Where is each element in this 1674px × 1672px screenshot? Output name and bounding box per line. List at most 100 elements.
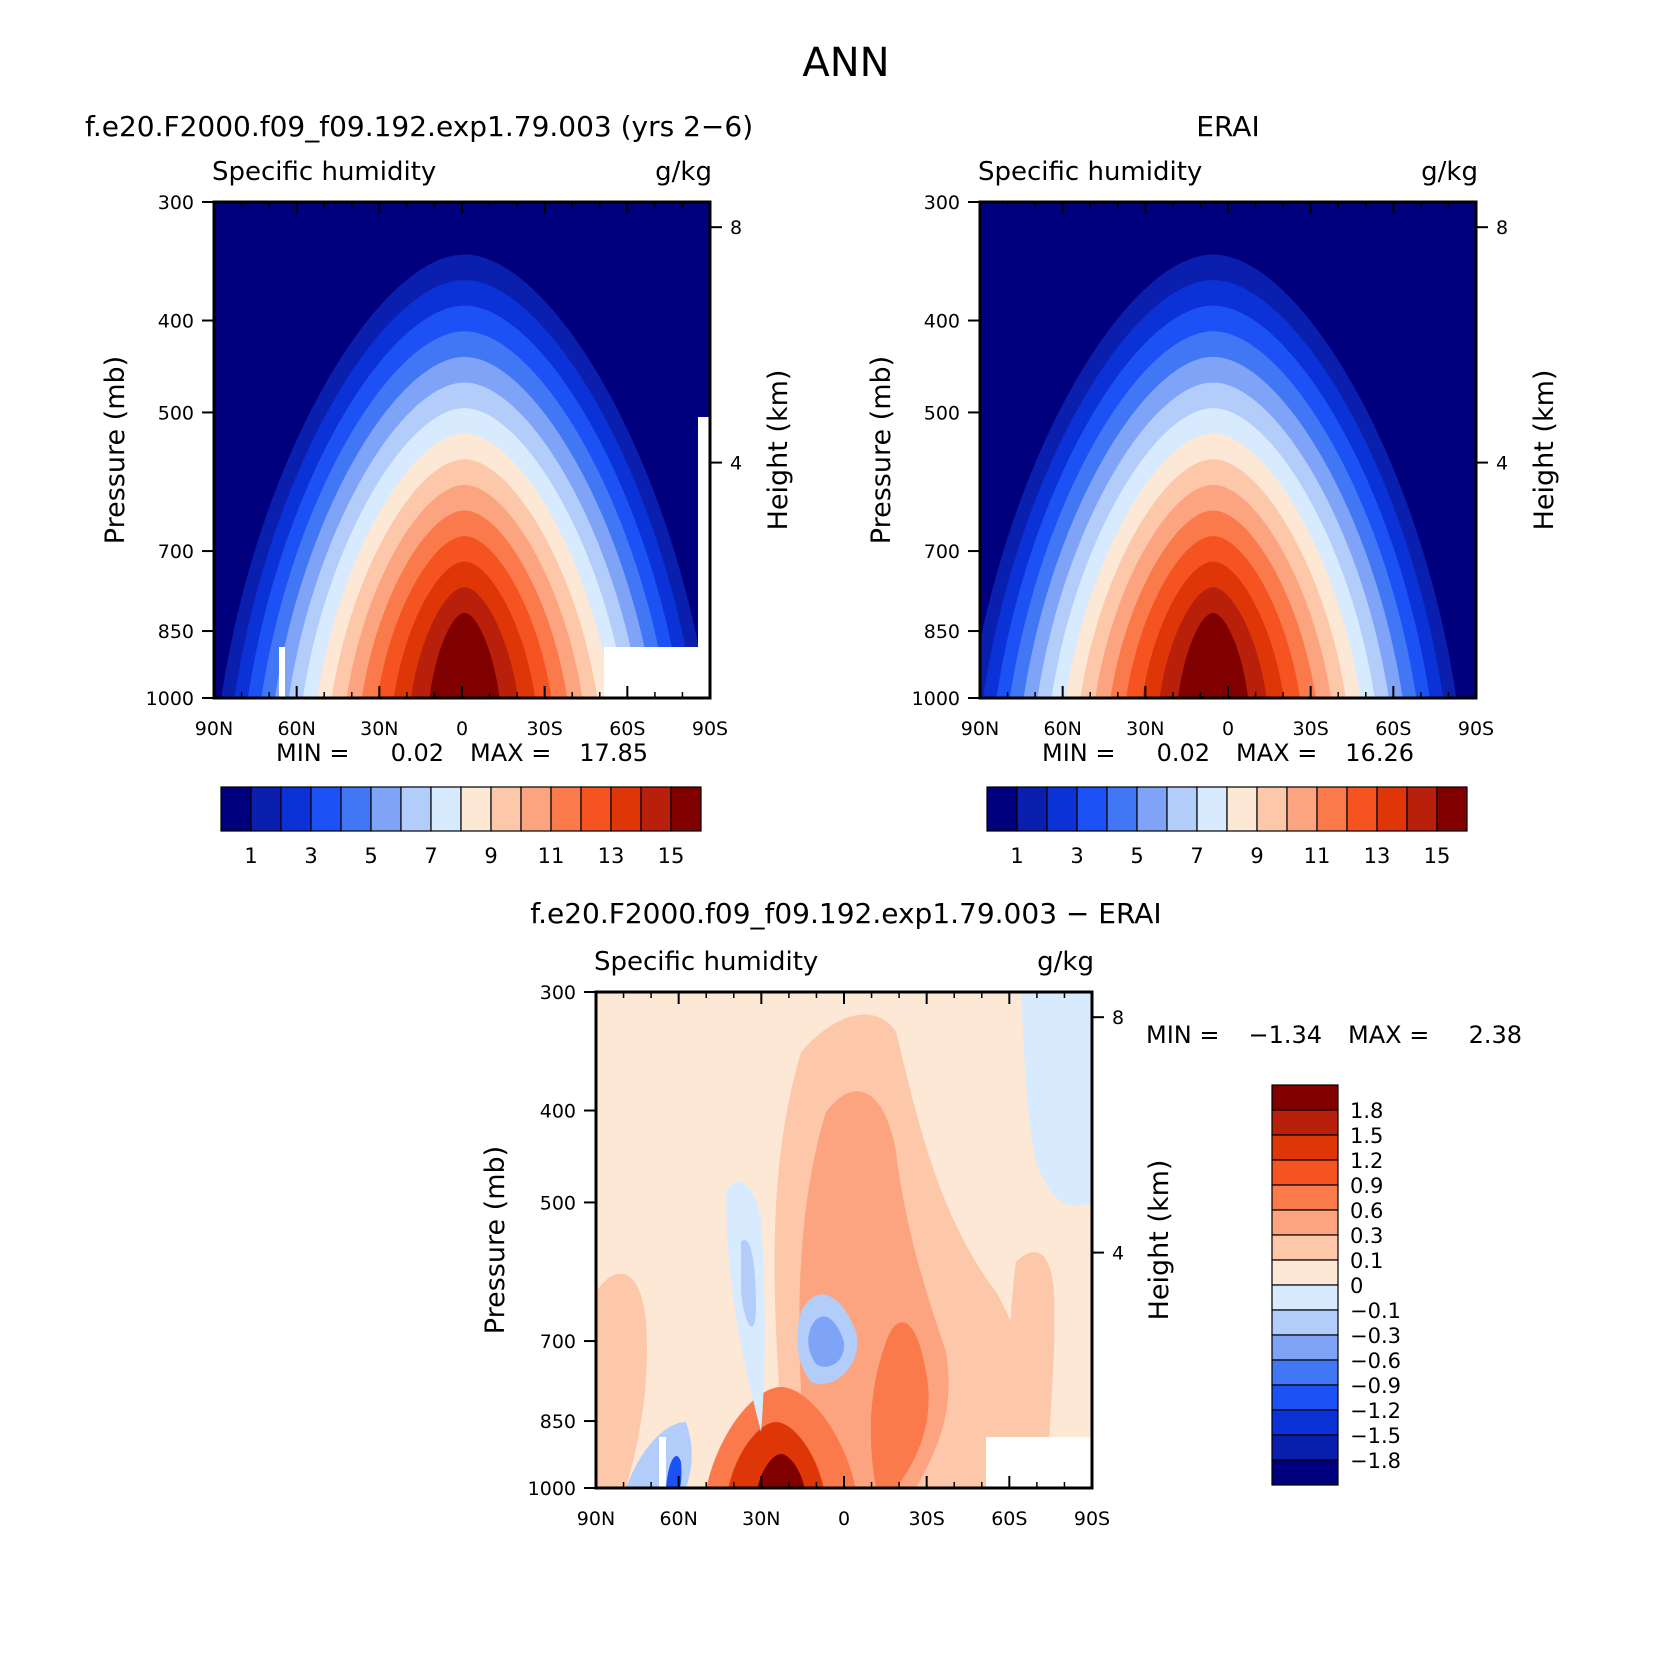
panel-difference: f.e20.F2000.f09_f09.192.exp1.79.003 − ER… [480,897,1522,1530]
panel-diff-title: f.e20.F2000.f09_f09.192.exp1.79.003 − ER… [530,897,1161,930]
missing-data-patch [604,647,710,698]
panel-model-variable: Specific humidity [212,157,436,187]
colorbar-swatch [1286,786,1318,832]
colorbar-label: −1.8 [1350,1449,1401,1473]
panel-diff-min-value: −1.34 [1248,1021,1322,1049]
colorbar-label: 7 [1190,844,1203,868]
missing-data-patch [698,417,710,652]
colorbar-swatch [610,786,642,832]
neg-region-sh [1021,992,1092,1206]
colorbar-label: 7 [424,844,437,868]
colorbar-label: 5 [364,844,377,868]
panel-erai-max-label: MAX = [1236,739,1317,767]
figure-title: ANN [802,40,889,86]
h-tick-label: 8 [730,217,742,239]
colorbar-swatch [670,786,702,832]
colorbar-swatch [340,786,372,832]
p-tick-label: 500 [540,1192,576,1214]
panel-erai-min-value: 0.02 [1157,739,1210,767]
colorbar-label: 15 [658,844,685,868]
colorbar-label: 3 [1070,844,1083,868]
surface-max-2 [728,1422,824,1488]
colorbar-swatch [1136,786,1168,832]
colorbar-swatch [1271,1109,1339,1136]
colorbar-label: 0 [1350,1274,1363,1298]
colorbar-label: 1 [1010,844,1023,868]
colorbar-swatch [1046,786,1078,832]
x-tick-label: 30S [527,718,563,740]
p-tick-label: 1000 [146,688,194,710]
panel-erai-axes: 90N 60N 30N 0 30S 60S 90S 300 400 500 700 850 1000 8 4 [912,192,1508,740]
colorbar-swatch [430,786,462,832]
x-tick-label: 30N [360,718,398,740]
panel-diff-ylabel: Pressure (mb) [480,1146,511,1334]
x-tick-label: 90S [1074,1508,1110,1530]
colorbar-swatch [1271,1334,1339,1361]
x-tick-label: 60S [991,1508,1027,1530]
x-tick-label: 90N [195,718,233,740]
panel-diff-max-label: MAX = [1348,1021,1429,1049]
x-tick-label: 60S [609,718,645,740]
panel-erai-min-label: MIN = [1042,739,1115,767]
p-tick-label: 400 [924,311,960,333]
colorbar-swatch [550,786,582,832]
neg-surface-60n-core [666,1456,682,1488]
p-tick-label: 1000 [528,1478,576,1500]
x-tick-label: 90S [692,718,728,740]
colorbar-swatch [520,786,552,832]
colorbar-swatch [1406,786,1438,832]
colorbar-swatch [1016,786,1048,832]
colorbar-swatch [1271,1159,1339,1186]
h-tick-label: 8 [1112,1007,1124,1029]
contour-level-15 [429,612,500,698]
colorbar-label: −1.5 [1350,1424,1401,1448]
p-tick-label: 400 [540,1101,576,1123]
panel-diff-max-value: 2.38 [1469,1021,1522,1049]
colorbar-swatch [1271,1134,1339,1161]
colorbar-swatch [986,786,1018,832]
panel-model-title: f.e20.F2000.f09_f09.192.exp1.79.003 (yrs… [85,110,753,143]
colorbar-swatch [1271,1284,1339,1311]
colorbar-label: 1.2 [1350,1149,1383,1173]
colorbar-swatch [1271,1209,1339,1236]
colorbar-label: 3 [304,844,317,868]
colorbar-swatch [1196,786,1228,832]
panel-model-min-label: MIN = [276,739,349,767]
colorbar-label: 0.1 [1350,1249,1383,1273]
panel-diff-units: g/kg [1037,947,1094,977]
missing-data-patch [986,1437,1092,1488]
colorbar-label: −0.9 [1350,1374,1401,1398]
colorbar-label: −0.1 [1350,1299,1401,1323]
colorbar-swatch [400,786,432,832]
colorbar-swatch [220,786,252,832]
colorbar-label: −0.3 [1350,1324,1401,1348]
missing-data-patch [279,647,285,698]
x-tick-label: 90N [961,718,999,740]
pos-region-3 [870,1322,929,1488]
panel-erai-colorbar: 1 3 5 7 9 11 13 15 [986,786,1468,868]
p-tick-label: 700 [924,541,960,563]
colorbar-label: 11 [538,844,565,868]
p-tick-label: 850 [158,621,194,643]
panel-erai-ylabel-right: Height (km) [1529,370,1560,531]
colorbar-swatch [1271,1084,1339,1111]
p-tick-label: 500 [924,402,960,424]
panel-erai-ylabel: Pressure (mb) [866,356,897,544]
x-tick-label: 60N [277,718,315,740]
colorbar-label: 0.3 [1350,1224,1383,1248]
contour-level-15 [1178,612,1249,698]
p-tick-label: 300 [540,982,576,1004]
colorbar-swatch [460,786,492,832]
x-tick-label: 60N [659,1508,697,1530]
colorbar-swatch [310,786,342,832]
colorbar-swatch [1271,1259,1339,1286]
colorbar-swatch [1271,1459,1339,1486]
x-tick-label: 30S [1293,718,1329,740]
colorbar-label: 5 [1130,844,1143,868]
colorbar-swatch [280,786,312,832]
panel-model-min-value: 0.02 [391,739,444,767]
colorbar-label: 0.9 [1350,1174,1383,1198]
panel-diff-axes: 90N 60N 30N 0 30S 60S 90S 300 400 500 700 850 1000 8 4 [528,982,1124,1530]
panel-model-colorbar: 1 3 5 7 9 11 13 15 [220,786,702,868]
